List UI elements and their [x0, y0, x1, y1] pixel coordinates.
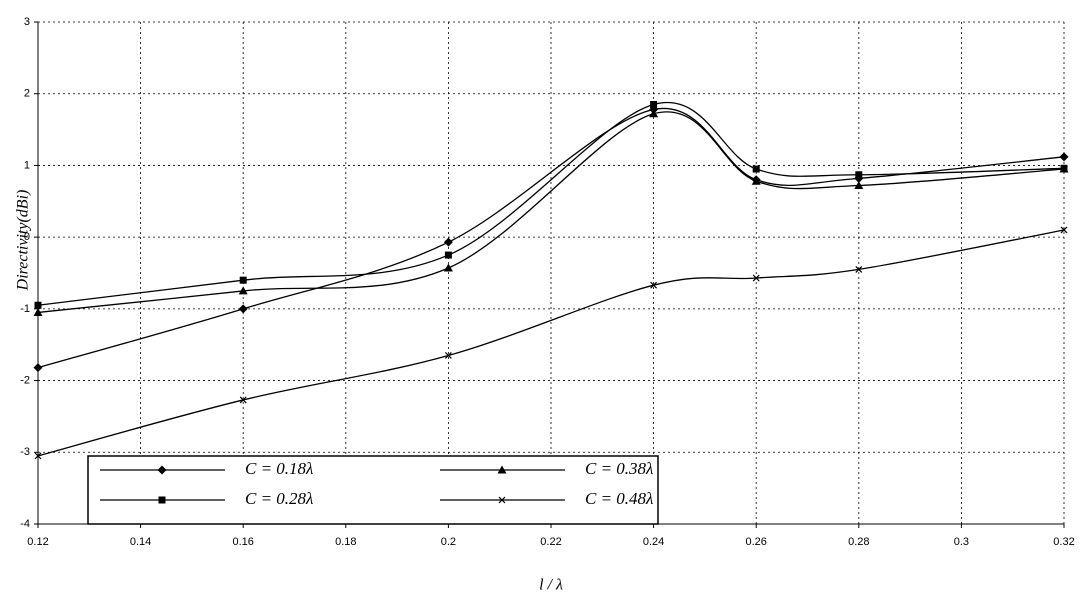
x-tick-label: 0.3 [954, 536, 969, 548]
x-tick-label: 0.26 [745, 536, 766, 548]
marker [752, 165, 760, 173]
marker [650, 281, 658, 289]
y-tick-label: -1 [20, 303, 30, 315]
marker [444, 352, 452, 359]
x-tick-label: 0.14 [130, 536, 151, 548]
legend-label: C = 0.38λ [585, 459, 653, 478]
marker [158, 496, 166, 504]
marker [1059, 152, 1069, 162]
marker [855, 171, 863, 179]
marker [239, 396, 247, 404]
x-tick-label: 0.12 [27, 536, 48, 548]
x-tick-label: 0.16 [232, 536, 253, 548]
marker [443, 263, 453, 272]
x-tick-label: 0.24 [643, 536, 664, 548]
marker [239, 276, 247, 284]
y-tick-label: 0 [24, 231, 30, 243]
marker [157, 465, 167, 475]
marker [33, 363, 43, 373]
marker [855, 265, 863, 273]
y-tick-label: 1 [24, 159, 30, 171]
marker [444, 251, 452, 259]
marker [751, 176, 761, 185]
y-tick-label: 2 [24, 88, 30, 100]
x-tick-label: 0.18 [335, 536, 356, 548]
marker [238, 286, 248, 295]
x-tick-label: 0.2 [441, 536, 456, 548]
x-tick-label: 0.32 [1053, 536, 1074, 548]
marker [238, 304, 248, 314]
marker [752, 274, 760, 282]
series-line [37, 229, 1065, 457]
marker [498, 496, 506, 504]
legend-label: C = 0.18λ [245, 459, 313, 478]
marker [497, 465, 507, 474]
marker [33, 307, 43, 316]
legend-label: C = 0.48λ [585, 489, 653, 508]
legend-label: C = 0.28λ [245, 489, 313, 508]
marker [649, 109, 659, 118]
y-tick-label: -2 [20, 374, 30, 386]
marker [1059, 164, 1069, 173]
marker [34, 452, 42, 460]
y-tick-label: 3 [24, 16, 30, 28]
x-tick-label: 0.28 [848, 536, 869, 548]
x-tick-label: 0.22 [540, 536, 561, 548]
y-tick-label: -3 [20, 446, 30, 458]
x-axis-title: l / λ [539, 577, 563, 594]
marker [854, 181, 864, 190]
marker [34, 301, 42, 309]
marker [443, 237, 453, 247]
marker [1060, 226, 1068, 234]
y-tick-label: -4 [20, 518, 30, 530]
y-axis-title: Directivity(dBi) [15, 190, 32, 292]
marker [650, 100, 658, 108]
legend-box [87, 455, 659, 525]
